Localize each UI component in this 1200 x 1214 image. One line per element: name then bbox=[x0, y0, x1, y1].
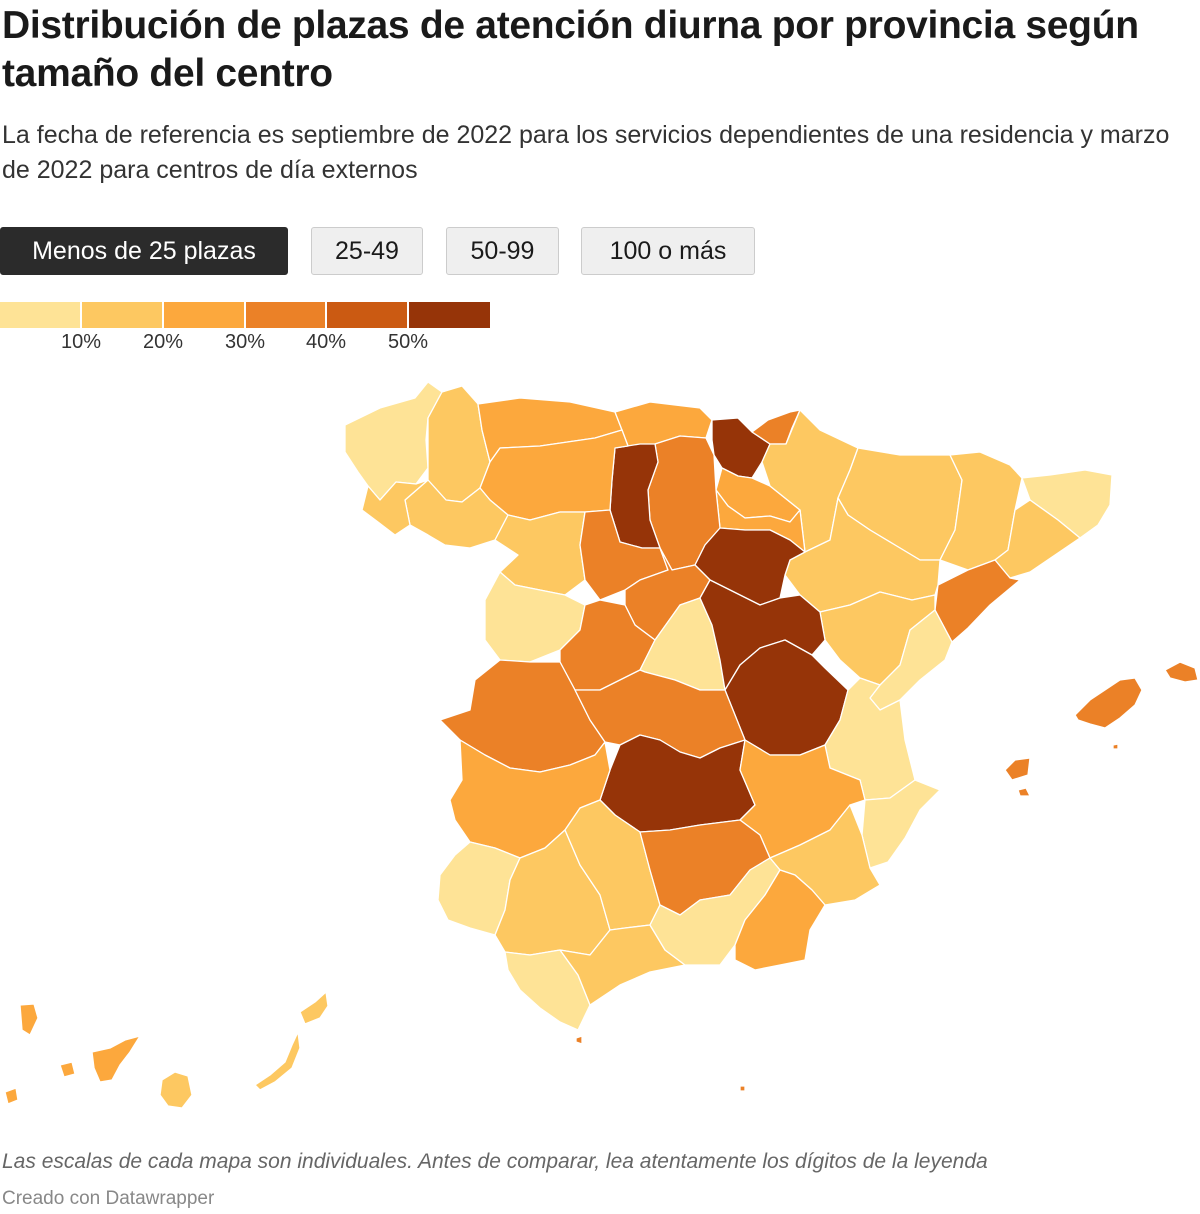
province-tarragona[interactable]: Tarragona bbox=[934, 559, 1021, 643]
legend-swatch-6 bbox=[408, 302, 490, 328]
province-zaragoza[interactable]: Zaragoza bbox=[784, 497, 941, 613]
chart-title: Distribución de plazas de atención diurn… bbox=[2, 4, 1139, 95]
color-legend: 10% 20% 30% 40% 50% bbox=[0, 300, 490, 356]
province-pontevedra[interactable]: Pontevedra bbox=[361, 479, 429, 536]
legend-tick-50: 50% bbox=[387, 331, 429, 353]
chart-subtitle: La fecha de referencia es septiembre de … bbox=[2, 121, 1170, 184]
legend-tick-20: 20% bbox=[142, 331, 184, 353]
scale-note: Las escalas de cada mapa son individuale… bbox=[2, 1150, 988, 1173]
legend-swatch-1 bbox=[0, 302, 81, 328]
legend-divider bbox=[244, 300, 246, 328]
tab-25-49[interactable]: 25-49 bbox=[311, 227, 423, 275]
legend-swatch-5 bbox=[326, 302, 408, 328]
tab-50-99[interactable]: 50-99 bbox=[446, 227, 559, 275]
province-ceuta[interactable]: Ceuta bbox=[575, 1035, 583, 1045]
legend-swatch-3 bbox=[163, 302, 245, 328]
legend-divider bbox=[162, 300, 164, 328]
province-santa-cruz-de-tenerife[interactable]: Santa Cruz de Tenerife bbox=[4, 1003, 141, 1105]
legend-tick-30: 30% bbox=[224, 331, 266, 353]
legend-divider bbox=[325, 300, 327, 328]
spain-province-map: A Coruña Lugo Asturias Cantabria Bizkaia… bbox=[4, 381, 1199, 1109]
province-barcelona[interactable]: Barcelona bbox=[994, 499, 1081, 579]
legend-swatch-4 bbox=[245, 302, 326, 328]
tab-100-o-mas[interactable]: 100 o más bbox=[581, 227, 755, 275]
province-illes-balears[interactable]: Illes Balears bbox=[1004, 661, 1199, 797]
legend-swatch-2 bbox=[81, 302, 163, 328]
province-las-palmas[interactable]: Las Palmas bbox=[159, 991, 329, 1109]
legend-divider bbox=[80, 300, 82, 328]
legend-tick-40: 40% bbox=[305, 331, 347, 353]
province-guadalajara[interactable]: Guadalajara bbox=[699, 579, 826, 691]
province-melilla[interactable]: Melilla bbox=[739, 1085, 746, 1092]
tab-menos-de-25[interactable]: Menos de 25 plazas bbox=[0, 227, 288, 275]
credit-line: Creado con Datawrapper bbox=[2, 1188, 215, 1209]
province-almería[interactable]: Almería bbox=[734, 869, 826, 971]
legend-tick-10: 10% bbox=[60, 331, 102, 353]
province-cádiz[interactable]: Cádiz bbox=[504, 949, 591, 1031]
legend-divider bbox=[407, 300, 409, 328]
